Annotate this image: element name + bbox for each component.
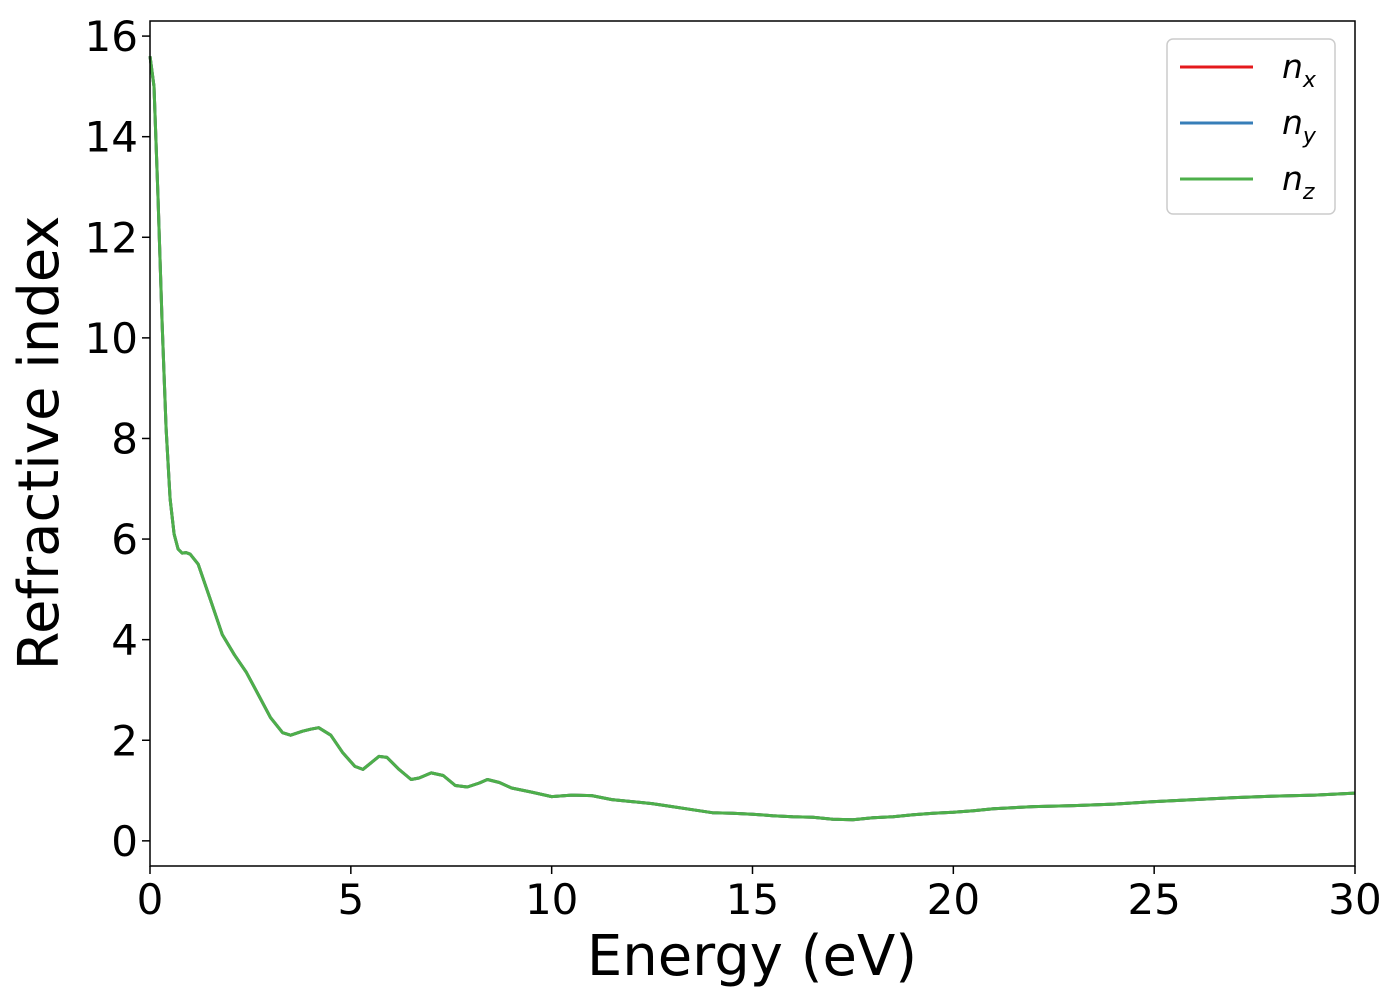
x-tick-label: 10 [525, 875, 578, 924]
x-tick-label: 30 [1328, 875, 1381, 924]
y-tick-label: 12 [85, 213, 138, 262]
x-tick-label: 5 [337, 875, 364, 924]
x-axis-ticks: 0 5 10 15 20 25 30 [137, 866, 1382, 924]
x-tick-label: 20 [927, 875, 980, 924]
y-tick-label: 4 [111, 616, 138, 665]
y-tick-label: 8 [111, 414, 138, 463]
x-tick-label: 25 [1127, 875, 1180, 924]
y-tick-label: 10 [85, 314, 138, 363]
y-tick-label: 2 [111, 716, 138, 765]
x-axis-title: Energy (eV) [587, 924, 917, 989]
legend-box [1166, 38, 1336, 215]
y-tick-label: 6 [111, 515, 138, 564]
x-tick-label: 15 [726, 875, 779, 924]
x-tick-label: 0 [137, 875, 164, 924]
y-axis-title: Refractive index [7, 216, 72, 671]
series-line-z [148, 56, 1356, 822]
y-axis-ticks: 0 2 4 6 8 10 12 14 16 [85, 12, 150, 866]
plot-lines [148, 56, 1356, 822]
y-tick-label: 14 [85, 113, 138, 162]
y-tick-label: 16 [85, 12, 138, 61]
y-tick-label: 0 [111, 817, 138, 866]
